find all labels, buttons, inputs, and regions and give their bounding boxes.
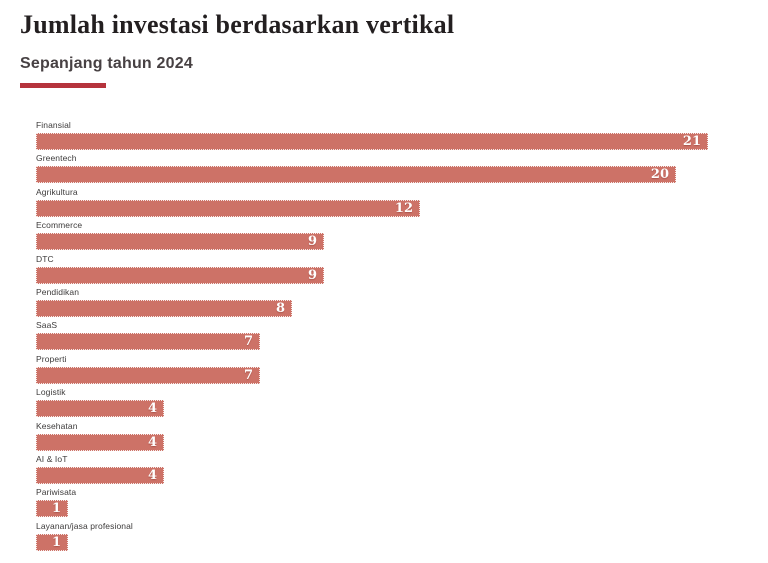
chart-row: Logistik 4 bbox=[36, 387, 708, 420]
bar-label: SaaS bbox=[36, 320, 58, 331]
bar: 7 bbox=[36, 366, 260, 384]
bar-value: 7 bbox=[243, 334, 253, 350]
chart-row: AI & IoT 4 bbox=[36, 454, 708, 487]
bar-label: Properti bbox=[36, 353, 67, 364]
bar-value: 12 bbox=[394, 200, 413, 216]
bar-label: Layanan/jasa profesional bbox=[36, 520, 133, 531]
bar-label: Ecommerce bbox=[36, 220, 83, 231]
bar-value: 1 bbox=[51, 501, 61, 517]
bar-label: Agrikultura bbox=[36, 186, 78, 197]
bar: 8 bbox=[36, 299, 292, 317]
bar: 1 bbox=[36, 533, 68, 551]
bar-chart: Finansial 21 Greentech 20 Agrikultura 12 Ecomm… bbox=[36, 120, 708, 554]
bar: 4 bbox=[36, 433, 164, 451]
chart-row: DTC 9 bbox=[36, 254, 708, 287]
bar-label: Greentech bbox=[36, 153, 77, 164]
page-subtitle: Sepanjang tahun 2024 bbox=[20, 55, 193, 72]
chart-row: SaaS 7 bbox=[36, 320, 708, 353]
bar-value: 4 bbox=[147, 401, 157, 417]
chart-row: Ecommerce 9 bbox=[36, 220, 708, 253]
bar: 4 bbox=[36, 400, 164, 418]
chart-row: Finansial 21 bbox=[36, 120, 708, 153]
bar-label: Pariwisata bbox=[36, 487, 77, 498]
bar-value: 9 bbox=[307, 234, 317, 250]
chart-row: Greentech 20 bbox=[36, 153, 708, 186]
bar-label: Pendidikan bbox=[36, 286, 80, 297]
bar: 20 bbox=[36, 166, 676, 184]
bar-label: Kesehatan bbox=[36, 420, 78, 431]
bar: 7 bbox=[36, 333, 260, 351]
bar: 12 bbox=[36, 199, 420, 217]
chart-header: Jumlah investasi berdasarkan vertikal Se… bbox=[0, 0, 768, 88]
chart-row: Kesehatan 4 bbox=[36, 421, 708, 454]
bar-value: 7 bbox=[243, 367, 253, 383]
chart-row: Agrikultura 12 bbox=[36, 187, 708, 220]
bar: 1 bbox=[36, 500, 68, 518]
bar-value: 4 bbox=[147, 467, 157, 483]
bar-value: 21 bbox=[682, 134, 701, 149]
bar-value: 4 bbox=[147, 434, 157, 450]
bar: 9 bbox=[36, 266, 324, 284]
bar-value: 8 bbox=[275, 300, 285, 316]
chart-row: Layanan/jasa profesional 1 bbox=[36, 521, 708, 554]
bar-label: Logistik bbox=[36, 387, 66, 398]
bar-value: 20 bbox=[650, 167, 669, 183]
bar-label: DTC bbox=[36, 253, 54, 264]
accent-underline bbox=[20, 83, 106, 88]
bar-value: 1 bbox=[51, 534, 61, 550]
bar: 21 bbox=[36, 133, 708, 150]
bar-label: AI & IoT bbox=[36, 453, 68, 464]
bar-value: 9 bbox=[307, 267, 317, 283]
chart-row: Properti 7 bbox=[36, 354, 708, 387]
page-title: Jumlah investasi berdasarkan vertikal bbox=[20, 10, 455, 39]
bar: 4 bbox=[36, 466, 164, 484]
chart-row: Pariwisata 1 bbox=[36, 487, 708, 520]
chart-row: Pendidikan 8 bbox=[36, 287, 708, 320]
bar-label: Finansial bbox=[36, 120, 71, 130]
bar: 9 bbox=[36, 233, 324, 251]
